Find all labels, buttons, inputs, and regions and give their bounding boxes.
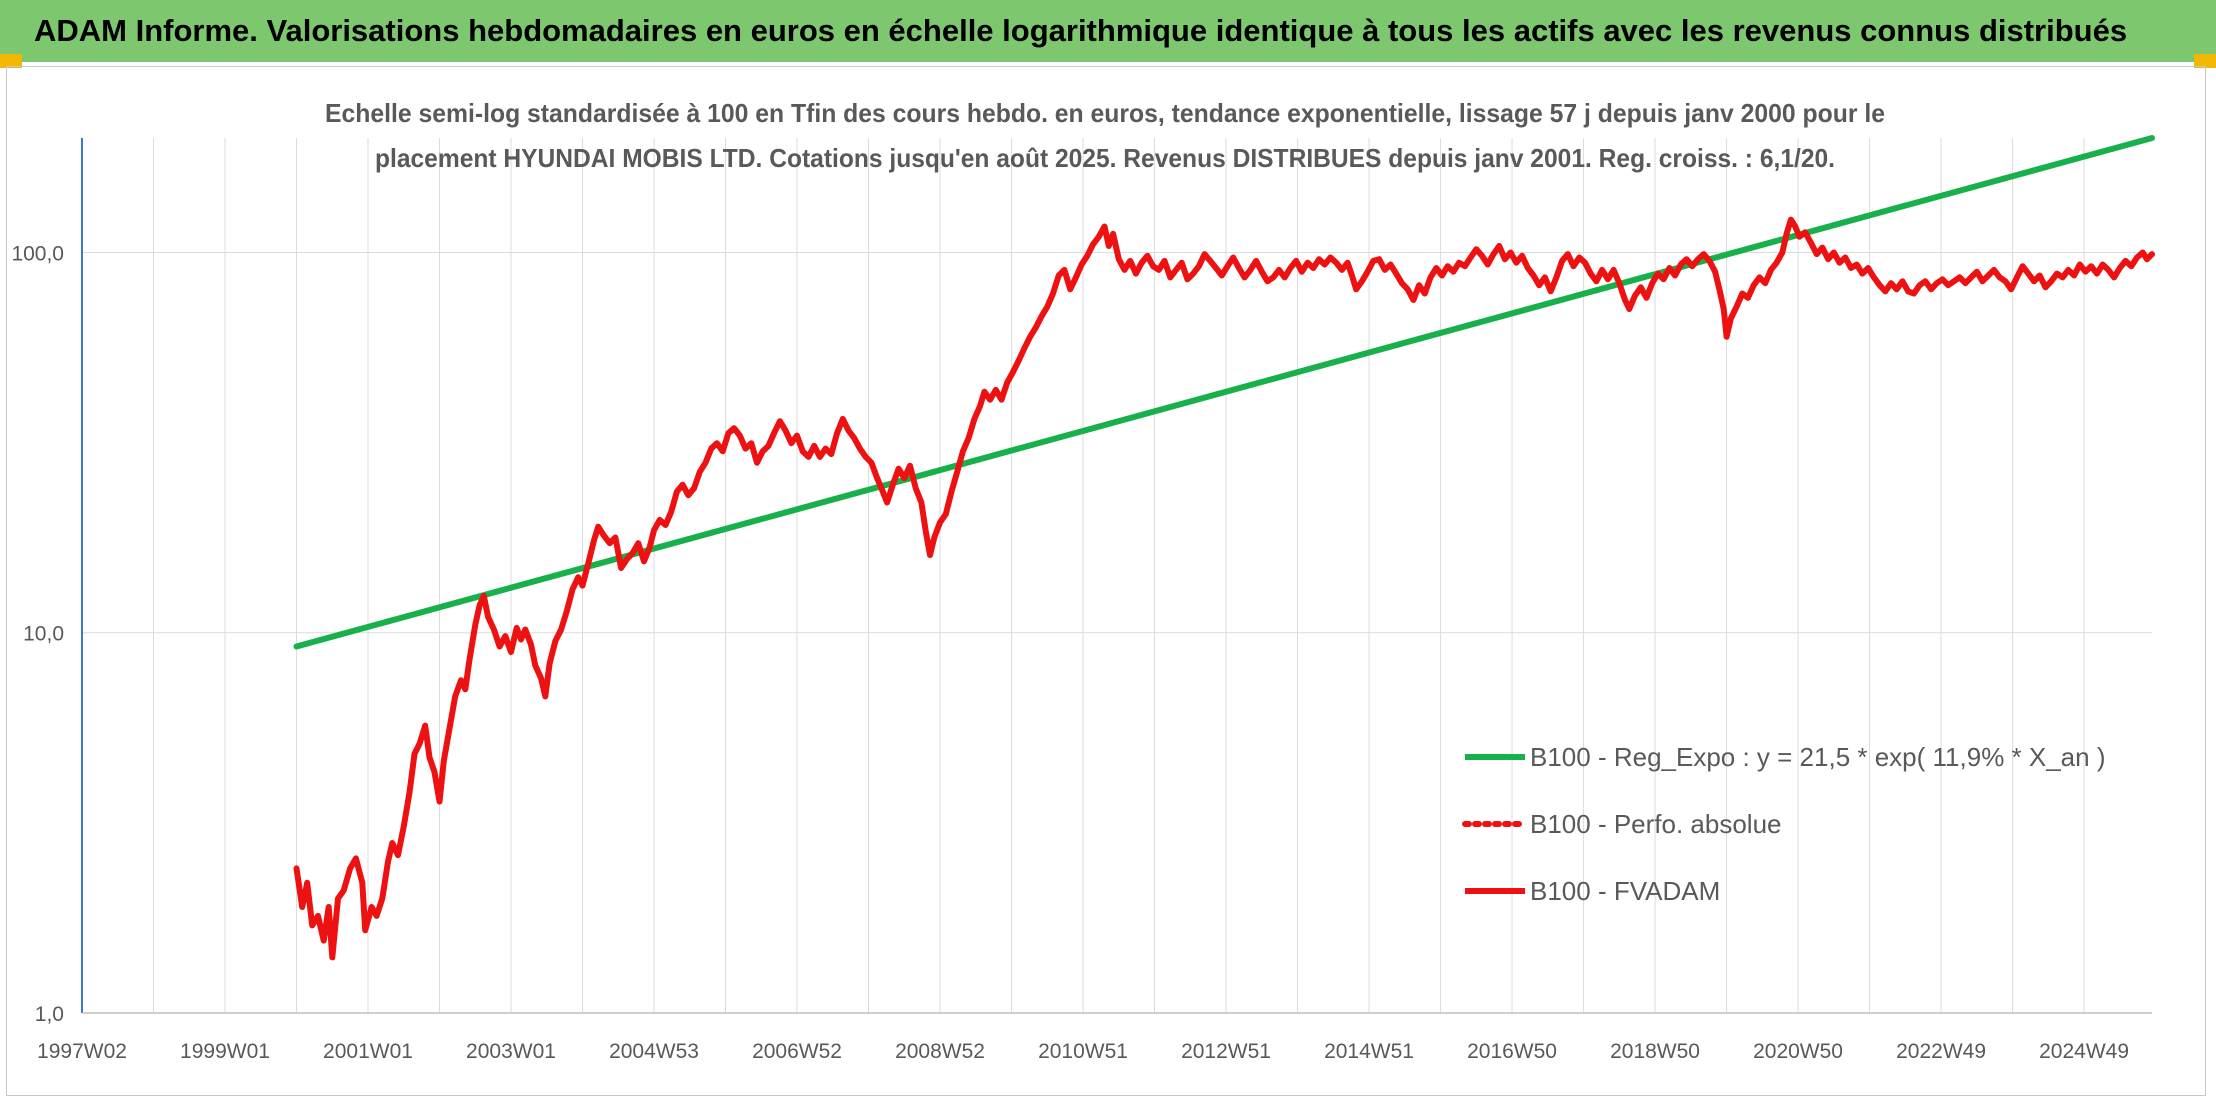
title-banner: ADAM Informe. Valorisations hebdomadaire… xyxy=(0,0,2216,62)
legend-label: B100 - FVADAM xyxy=(1530,876,1720,906)
corner-marker-right xyxy=(2194,54,2216,68)
x-tick-label: 2006W52 xyxy=(752,1040,842,1063)
legend-item-trend: B100 - Reg_Expo : y = 21,5 * exp( 11,9% … xyxy=(1465,742,2105,772)
x-tick-label: 2004W53 xyxy=(609,1040,699,1063)
x-tick-label: 1997W02 xyxy=(37,1040,127,1063)
x-tick-label: 2024W49 xyxy=(2039,1040,2129,1063)
trend-line xyxy=(293,135,2155,650)
chart-frame xyxy=(6,66,2206,1096)
legend-label: B100 - Reg_Expo : y = 21,5 * exp( 11,9% … xyxy=(1530,742,2105,772)
grid xyxy=(82,138,2152,1014)
x-tick-label: 2022W49 xyxy=(1896,1040,1986,1063)
x-tick-label: 2020W50 xyxy=(1753,1040,1843,1063)
x-tick-label: 2010W51 xyxy=(1038,1040,1128,1063)
legend-item-absolute: B100 - Perfo. absolue xyxy=(1462,809,1782,839)
y-tick-label: 1,0 xyxy=(35,1003,64,1026)
axes: 1,0 10,0 100,0 1997W02 1999W01 2001W01 2003W01… xyxy=(11,138,2152,1063)
corner-marker-left xyxy=(0,54,22,68)
x-tick-label: 2012W51 xyxy=(1181,1040,1271,1063)
y-tick-label: 10,0 xyxy=(23,623,64,646)
banner-title: ADAM Informe. Valorisations hebdomadaire… xyxy=(34,13,2128,48)
x-tick-label: 2008W52 xyxy=(895,1040,985,1063)
x-tick-label: 2014W51 xyxy=(1324,1040,1414,1063)
legend-item-fvadam: B100 - FVADAM xyxy=(1465,876,1720,906)
x-tick-label: 1999W01 xyxy=(180,1040,270,1063)
chart-title-line: Echelle semi-log standardisée à 100 en T… xyxy=(325,98,1885,128)
x-tick-label: 2001W01 xyxy=(323,1040,413,1063)
legend-label: B100 - Perfo. absolue xyxy=(1530,809,1782,839)
series xyxy=(293,135,2155,961)
fvadam-line xyxy=(293,216,2155,961)
x-tick-label: 2018W50 xyxy=(1610,1040,1700,1063)
x-tick-label: 2003W01 xyxy=(466,1040,556,1063)
chart-title-line: placement HYUNDAI MOBIS LTD. Cotations j… xyxy=(375,143,1835,173)
chart-title: Echelle semi-log standardisée à 100 en T… xyxy=(325,98,1885,173)
legend: B100 - Reg_Expo : y = 21,5 * exp( 11,9% … xyxy=(1462,742,2105,906)
x-tick-label: 2016W50 xyxy=(1467,1040,1557,1063)
y-tick-label: 100,0 xyxy=(11,242,64,265)
